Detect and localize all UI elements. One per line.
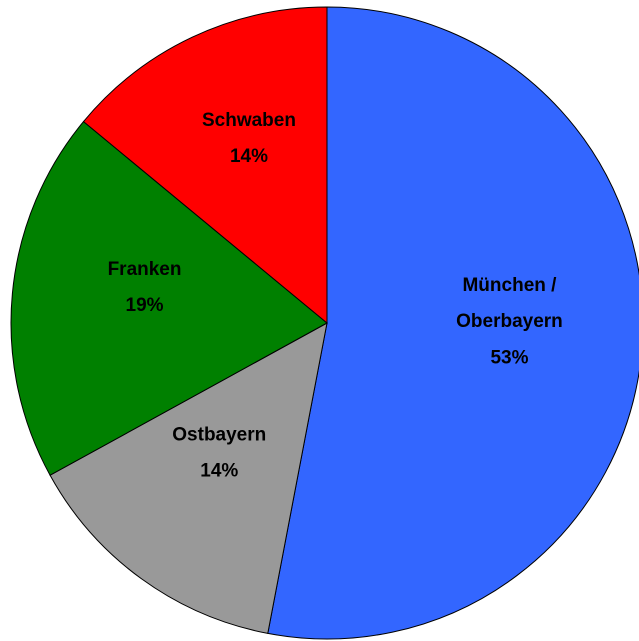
slice-value-label: 53% [490, 347, 528, 368]
slice-label-line: Schwaben [202, 110, 296, 131]
slice-label-line: Oberbayern [456, 311, 563, 332]
slice-label: Schwaben [202, 110, 296, 131]
slice-value-label: 14% [230, 146, 268, 167]
slice-label-line: Franken [108, 259, 182, 280]
pie-slice [10, 120, 328, 476]
slice-label: München / Oberbayern [456, 275, 563, 332]
slice-value-label: 14% [200, 460, 238, 481]
slice-label-line: Ostbayern [172, 424, 266, 445]
slice-label-line: München / [462, 275, 557, 296]
pie-slice [82, 6, 328, 325]
slice-label: Ostbayern [172, 424, 266, 445]
slice-value-label: 19% [126, 295, 164, 316]
pie-slice [49, 322, 328, 634]
slice-label: Franken [108, 259, 182, 280]
pie-slice [267, 6, 639, 640]
